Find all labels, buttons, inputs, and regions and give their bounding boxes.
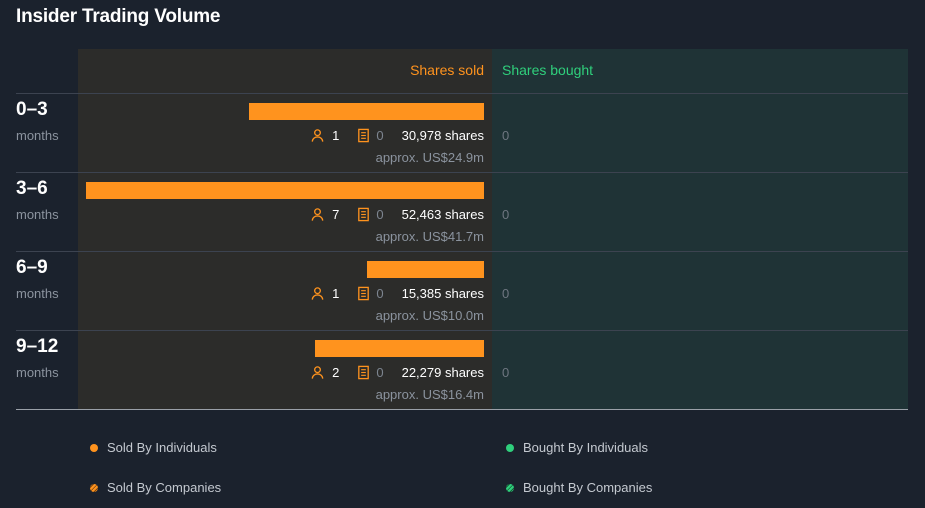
legend-label: Sold By Companies <box>107 480 222 495</box>
period-label: 3–6 <box>16 178 48 199</box>
shares-sold-value: 22,279 shares <box>401 365 484 380</box>
table-row: 9–12 months 2 0 22,279 shares approx. US$16.4… <box>0 331 925 410</box>
shares-sold-bar <box>367 261 484 278</box>
row-divider <box>16 93 908 94</box>
table-row: 6–9 months 1 0 15,385 shares approx. US$10.0m… <box>0 252 925 331</box>
individuals-count: 2 <box>332 365 340 380</box>
person-icon <box>310 207 325 222</box>
approx-value: approx. US$10.0m <box>375 308 484 323</box>
period-label: 9–12 <box>16 336 59 357</box>
companies-count: 0 <box>376 207 384 222</box>
period-label: 0–3 <box>16 99 48 120</box>
row-stats: 2 0 22,279 shares <box>310 365 484 380</box>
row-divider <box>16 330 908 331</box>
building-icon <box>356 365 371 380</box>
period-unit: months <box>16 286 59 301</box>
companies-count: 0 <box>376 286 384 301</box>
shares-bought-value: 0 <box>502 128 510 143</box>
legend-dot-icon <box>90 483 98 492</box>
individuals-count: 1 <box>332 286 340 301</box>
shares-sold-bar <box>315 340 484 357</box>
shares-sold-value: 15,385 shares <box>401 286 484 301</box>
shares-bought-value: 0 <box>502 286 510 301</box>
legend-bought-individuals: Bought By Individuals <box>506 440 648 455</box>
legend-dot-icon <box>90 443 98 452</box>
chart-title: Insider Trading Volume <box>16 6 221 27</box>
approx-value: approx. US$24.9m <box>375 150 484 165</box>
shares-bought-header: Shares bought <box>502 62 594 78</box>
companies-count: 0 <box>376 365 384 380</box>
legend-sold-companies: Sold By Companies <box>90 480 221 495</box>
row-stats: 7 0 52,463 shares <box>310 207 484 222</box>
table-bottom-divider <box>16 409 908 410</box>
shares-sold-bar <box>86 182 484 199</box>
shares-bought-value: 0 <box>502 207 510 222</box>
period-label: 6–9 <box>16 257 48 278</box>
person-icon <box>310 286 325 301</box>
row-divider <box>16 172 908 173</box>
individuals-count: 1 <box>332 128 340 143</box>
legend-bought-companies: Bought By Companies <box>506 480 652 495</box>
person-icon <box>310 128 325 143</box>
shares-sold-bar <box>249 103 484 120</box>
legend-label: Bought By Individuals <box>523 440 649 455</box>
row-stats: 1 0 15,385 shares <box>310 286 484 301</box>
shares-bought-value: 0 <box>502 365 510 380</box>
row-divider <box>16 251 908 252</box>
table-row: 0–3 months 1 0 30,978 shares approx. US$24.9m… <box>0 94 925 173</box>
period-unit: months <box>16 365 59 380</box>
individuals-count: 7 <box>332 207 340 222</box>
person-icon <box>310 365 325 380</box>
legend-label: Sold By Individuals <box>107 440 217 455</box>
legend-dot-icon <box>506 483 514 492</box>
shares-sold-header: Shares sold <box>410 62 484 78</box>
shares-bought-panel <box>492 49 908 409</box>
shares-sold-value: 52,463 shares <box>401 207 484 222</box>
period-unit: months <box>16 128 59 143</box>
period-unit: months <box>16 207 59 222</box>
row-stats: 1 0 30,978 shares <box>310 128 484 143</box>
legend-sold-individuals: Sold By Individuals <box>90 440 217 455</box>
building-icon <box>356 128 371 143</box>
legend-label: Bought By Companies <box>523 480 653 495</box>
table-row: 3–6 months 7 0 52,463 shares approx. US$41.7m… <box>0 173 925 252</box>
approx-value: approx. US$16.4m <box>375 387 484 402</box>
companies-count: 0 <box>376 128 384 143</box>
shares-sold-value: 30,978 shares <box>401 128 484 143</box>
approx-value: approx. US$41.7m <box>375 229 484 244</box>
building-icon <box>356 207 371 222</box>
building-icon <box>356 286 371 301</box>
legend-dot-icon <box>506 443 514 452</box>
